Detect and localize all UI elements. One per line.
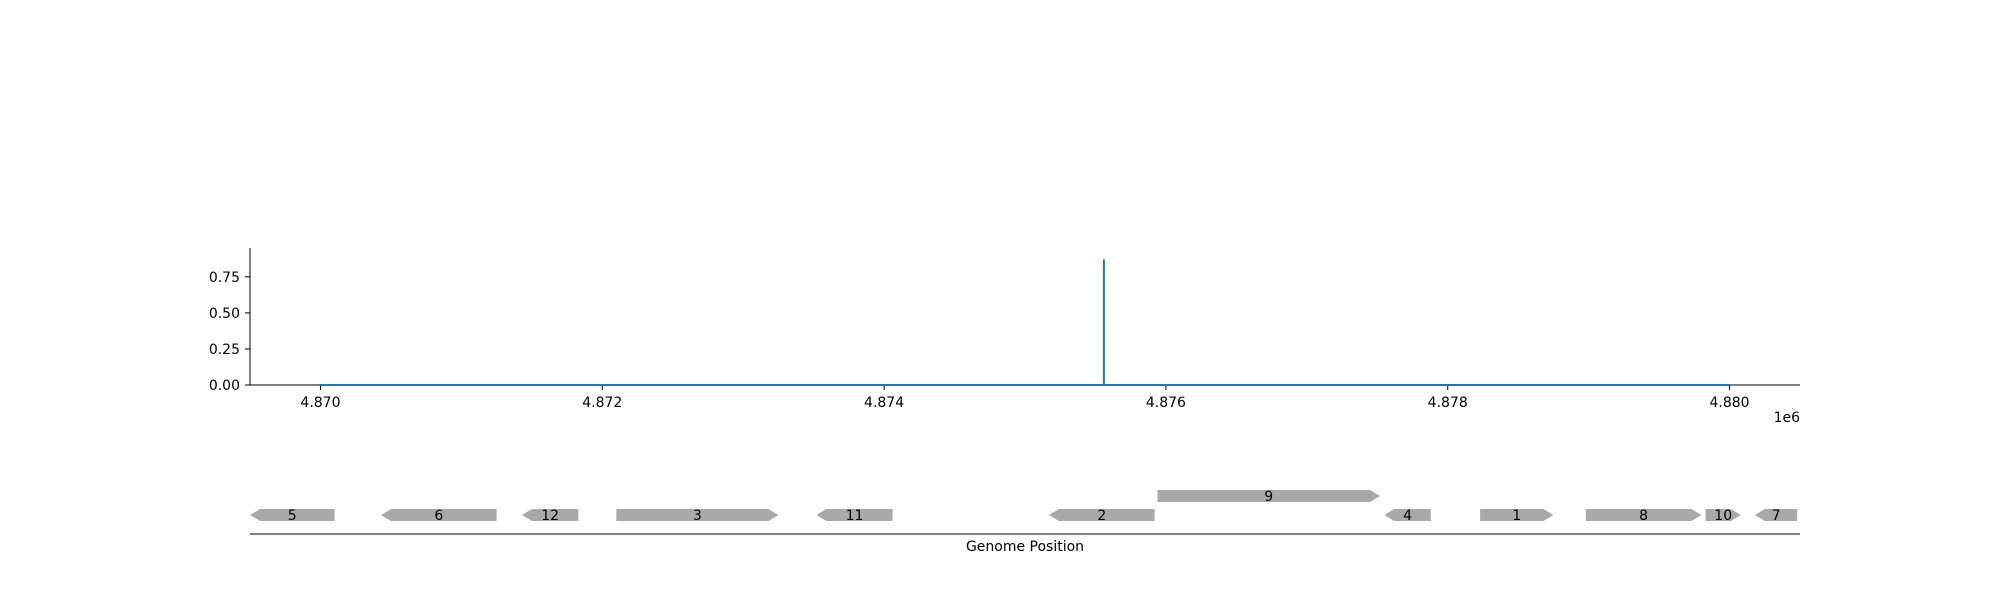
gene-label: 6 xyxy=(434,508,443,524)
x-tick-label: 4.878 xyxy=(1428,395,1468,411)
x-tick-label: 4.880 xyxy=(1709,395,1749,411)
gene-label: 4 xyxy=(1403,508,1412,524)
gene-map-panel: 5 6 12 3 11 2 9 4 1 8 10 7 Genome Position xyxy=(250,489,1800,555)
gene-arrow xyxy=(1048,509,1155,521)
y-tick-label: 0.75 xyxy=(209,270,240,286)
gene-label: 9 xyxy=(1264,489,1273,505)
gene-arrow xyxy=(1384,509,1431,521)
y-tick-label: 0.00 xyxy=(209,378,240,394)
gene-arrow xyxy=(1157,490,1381,502)
gene-label: 3 xyxy=(693,508,702,524)
gene-label: 5 xyxy=(288,508,297,524)
y-tick-label: 0.25 xyxy=(209,342,240,358)
gene-label: 1 xyxy=(1512,508,1521,524)
gene-arrow xyxy=(1705,509,1741,521)
coverage-series-line xyxy=(320,259,1730,386)
gene-arrow xyxy=(381,509,497,521)
gene-arrow xyxy=(1480,509,1554,521)
gene-label: 10 xyxy=(1714,508,1732,524)
gene-label: 11 xyxy=(846,508,864,524)
x-tick-label: 4.874 xyxy=(864,395,904,411)
x-tick-label: 4.872 xyxy=(582,395,622,411)
gene-arrow xyxy=(816,509,893,521)
gene-arrow xyxy=(521,509,579,521)
x-offset-label: 1e6 xyxy=(1774,410,1801,426)
gene-label: 8 xyxy=(1639,508,1648,524)
gene-arrow xyxy=(1754,509,1798,521)
y-tick-label: 0.50 xyxy=(209,306,240,322)
gene-map-xlabel: Genome Position xyxy=(966,539,1084,555)
gene-label: 7 xyxy=(1772,508,1781,524)
coverage-plot-panel: 0.00 0.25 0.50 0.75 4.870 4.872 4.874 4.876 4.87… xyxy=(209,248,1800,426)
x-tick-label: 4.876 xyxy=(1146,395,1186,411)
gene-label: 2 xyxy=(1097,508,1106,524)
gene-arrow xyxy=(250,509,335,521)
gene-arrow xyxy=(616,509,779,521)
gene-label: 12 xyxy=(541,508,559,524)
x-tick-label: 4.870 xyxy=(300,395,340,411)
gene-arrow xyxy=(1585,509,1702,521)
